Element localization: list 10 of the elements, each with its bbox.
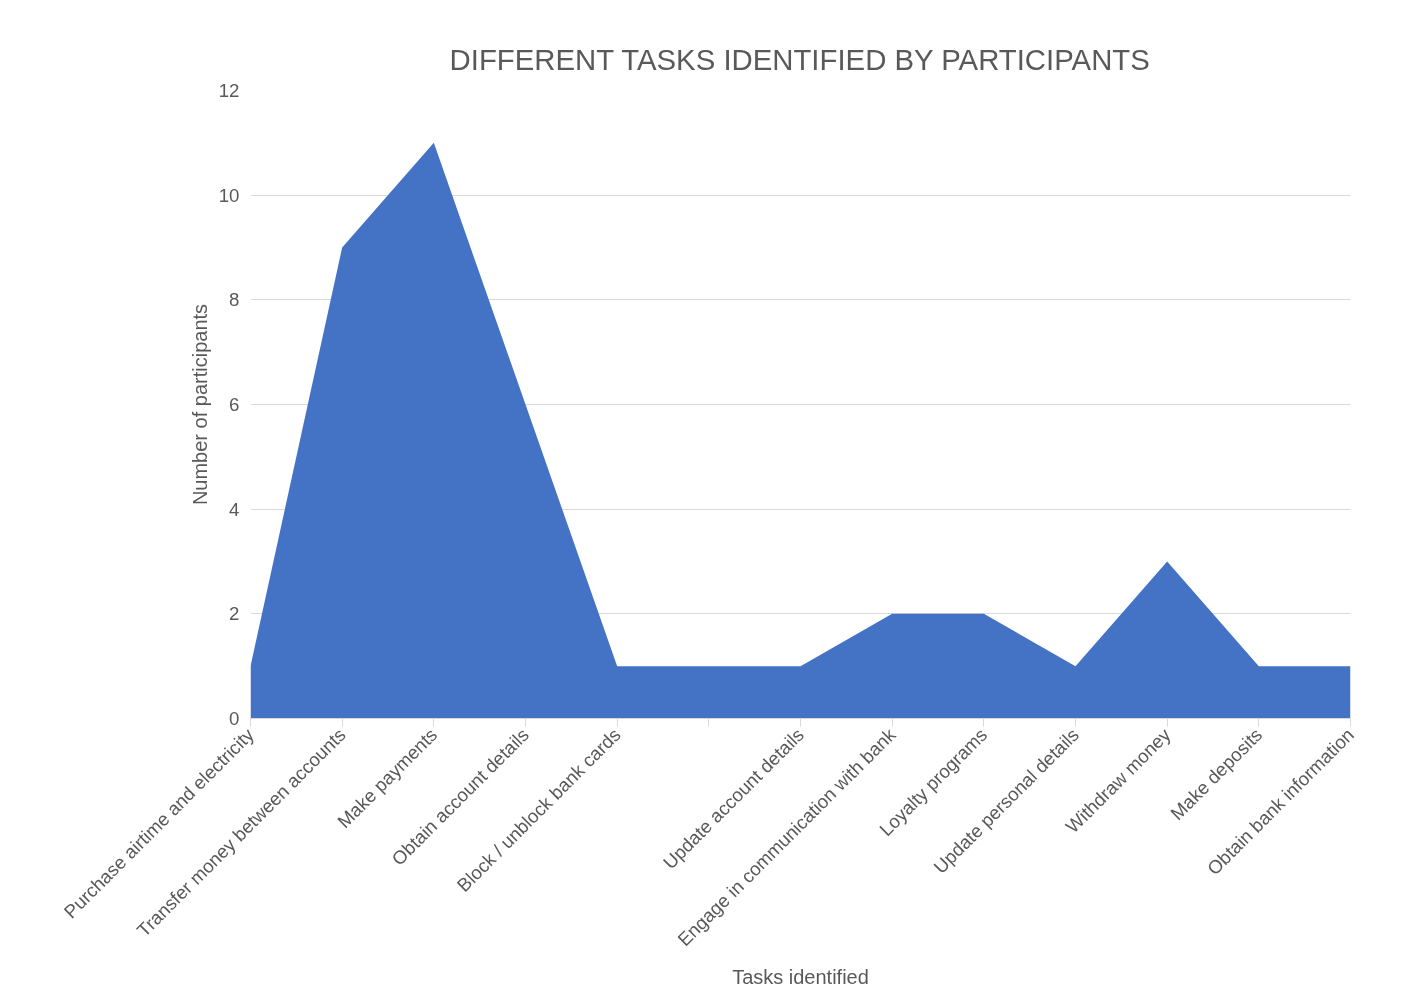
chart-title: DIFFERENT TASKS IDENTIFIED BY PARTICIPANTS bbox=[449, 42, 1150, 76]
x-axis-title: Tasks identified bbox=[732, 965, 869, 988]
y-tick-label: 6 bbox=[229, 394, 240, 415]
y-tick-label: 0 bbox=[229, 708, 240, 729]
y-tick-label: 4 bbox=[229, 498, 240, 520]
y-tick-label: 12 bbox=[218, 80, 240, 101]
y-axis-title: Number of participants bbox=[188, 303, 211, 506]
y-tick-label: 2 bbox=[229, 603, 240, 625]
y-tick-label: 8 bbox=[229, 289, 240, 311]
y-tick-label: 10 bbox=[218, 184, 240, 206]
